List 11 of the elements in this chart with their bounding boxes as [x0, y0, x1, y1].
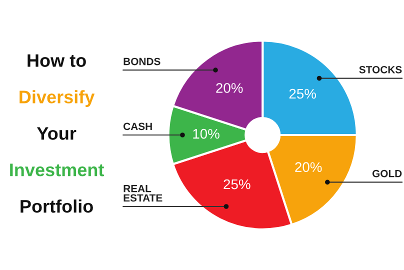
data-label: 25% — [224, 179, 250, 190]
slice-label: STOCKS — [359, 66, 402, 74]
data-label: 10% — [193, 128, 220, 139]
data-label: 25% — [289, 88, 316, 99]
data-label: 20% — [295, 162, 322, 172]
slice-label: GOLD — [372, 170, 402, 178]
slice-label: BONDS — [124, 58, 160, 66]
chart-title: How to Diversify Your Investment Portfolio — [10, 54, 104, 213]
data-label: 20% — [216, 83, 243, 93]
slice-label: REAL ESTATE — [124, 185, 162, 202]
slice-label: CASH — [124, 122, 152, 130]
